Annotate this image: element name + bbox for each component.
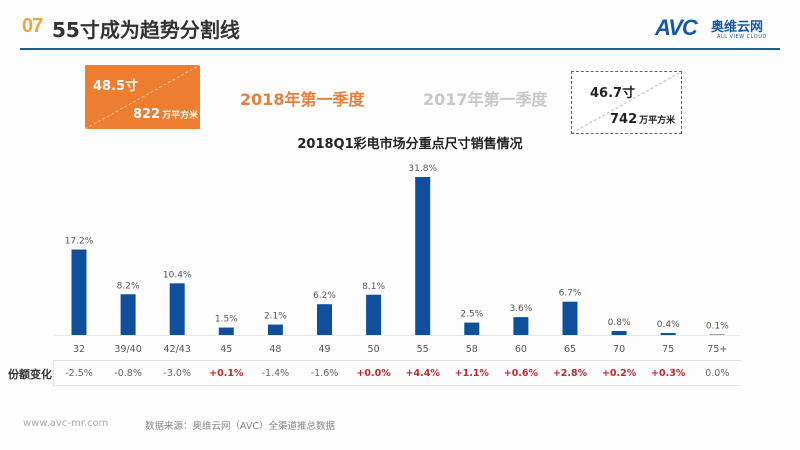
footer-source: 数据来源：奥维云网（AVC）全渠道推总数据 [145, 421, 336, 432]
x-tick-label: 55 [417, 344, 429, 355]
bar [120, 294, 136, 335]
area-unit-2017: 万平方米 [639, 116, 676, 126]
data-label: 0.8% [608, 318, 631, 328]
share-change-value: -3.0% [163, 368, 191, 379]
data-label: 3.6% [509, 304, 532, 314]
period-label-2017: 2017年第一季度 [423, 90, 548, 109]
share-change-value: +1.1% [455, 368, 490, 379]
bar [415, 177, 431, 335]
x-tick-label: 60 [515, 344, 527, 355]
avg-size-2017: 46.7寸 [590, 86, 636, 101]
share-change-value: -0.8% [114, 368, 142, 379]
x-tick-label: 70 [613, 344, 625, 355]
data-label: 6.2% [313, 291, 336, 301]
x-tick-label: 32 [73, 344, 85, 355]
header-divider [20, 48, 780, 50]
bar [71, 249, 87, 335]
share-change-value: -2.5% [65, 368, 93, 379]
logo-mark: AVC [655, 15, 698, 40]
bar [660, 333, 676, 335]
share-change-value: +0.3% [651, 368, 686, 379]
share-change-value: -1.6% [311, 368, 339, 379]
chart-title: 2018Q1彩电市场分重点尺寸销售情况 [297, 137, 523, 152]
data-label: 1.5% [215, 315, 238, 325]
x-tick-label: 75 [662, 344, 674, 355]
x-tick-label: 39/40 [114, 344, 141, 355]
area-2017: 742 万平方米 [610, 112, 675, 127]
share-change-value: -1.4% [262, 368, 290, 379]
diagonal-divider [572, 72, 681, 133]
diagonal-divider [85, 65, 200, 129]
share-change-value: +2.8% [553, 368, 588, 379]
data-label: 0.1% [706, 322, 729, 332]
bar [169, 283, 185, 335]
data-label: 8.1% [362, 282, 385, 292]
data-label: 0.4% [657, 320, 680, 330]
data-label: 6.7% [559, 289, 582, 299]
bar [366, 294, 382, 335]
data-label: 17.2% [65, 237, 94, 247]
area-unit-2018: 万平方米 [162, 111, 199, 121]
data-label: 8.2% [117, 281, 140, 291]
share-change-value: +4.4% [406, 368, 441, 379]
bar [267, 324, 283, 335]
bar [513, 317, 529, 335]
page-title: 55寸成为趋势分割线 [52, 18, 240, 42]
logo-name-en: ALL VIEW CLOUD [717, 34, 767, 40]
share-change-row [53, 360, 741, 386]
bar [218, 327, 234, 335]
share-change-label: 份额变化 [8, 368, 52, 381]
data-label: 31.8% [408, 164, 437, 174]
bar [464, 322, 480, 335]
bar [317, 304, 332, 335]
avc-logo: AVC 奥维云网 ALL VIEW CLOUD [655, 15, 785, 45]
area-value-2018: 822 [133, 107, 161, 122]
x-tick-label: 65 [564, 344, 576, 355]
summary-card-2017: 46.7寸 742 万平方米 [571, 71, 682, 134]
area-value-2017: 742 [610, 112, 638, 127]
x-tick-label: 49 [318, 344, 330, 355]
data-label: 2.5% [460, 310, 483, 320]
footer-url: www.avc-mr.com [23, 418, 109, 429]
bar [611, 331, 627, 335]
summary-card-2018: 48.5寸 822 万平方米 [85, 65, 200, 129]
data-label: 2.1% [264, 312, 287, 322]
share-change-value: +0.6% [504, 368, 539, 379]
area-2018: 822 万平方米 [133, 107, 198, 122]
x-tick-label: 50 [368, 344, 380, 355]
logo-name-cn: 奥维云网 [711, 20, 764, 35]
x-tick-label: 45 [220, 344, 232, 355]
share-change-value: +0.2% [602, 368, 637, 379]
x-tick-label: 42/43 [164, 344, 191, 355]
section-number: 07 [22, 15, 43, 37]
share-change-value: +0.1% [209, 368, 244, 379]
period-label-2018: 2018年第一季度 [240, 90, 365, 109]
x-tick-label: 48 [269, 344, 281, 355]
share-change-value: +0.0% [356, 368, 391, 379]
x-tick-label: 75+ [707, 344, 727, 355]
bar [562, 301, 578, 335]
avg-size-2018: 48.5寸 [93, 79, 139, 94]
share-change-value: 0.0% [705, 368, 729, 379]
x-tick-label: 58 [466, 344, 478, 355]
data-label: 10.4% [163, 270, 192, 280]
